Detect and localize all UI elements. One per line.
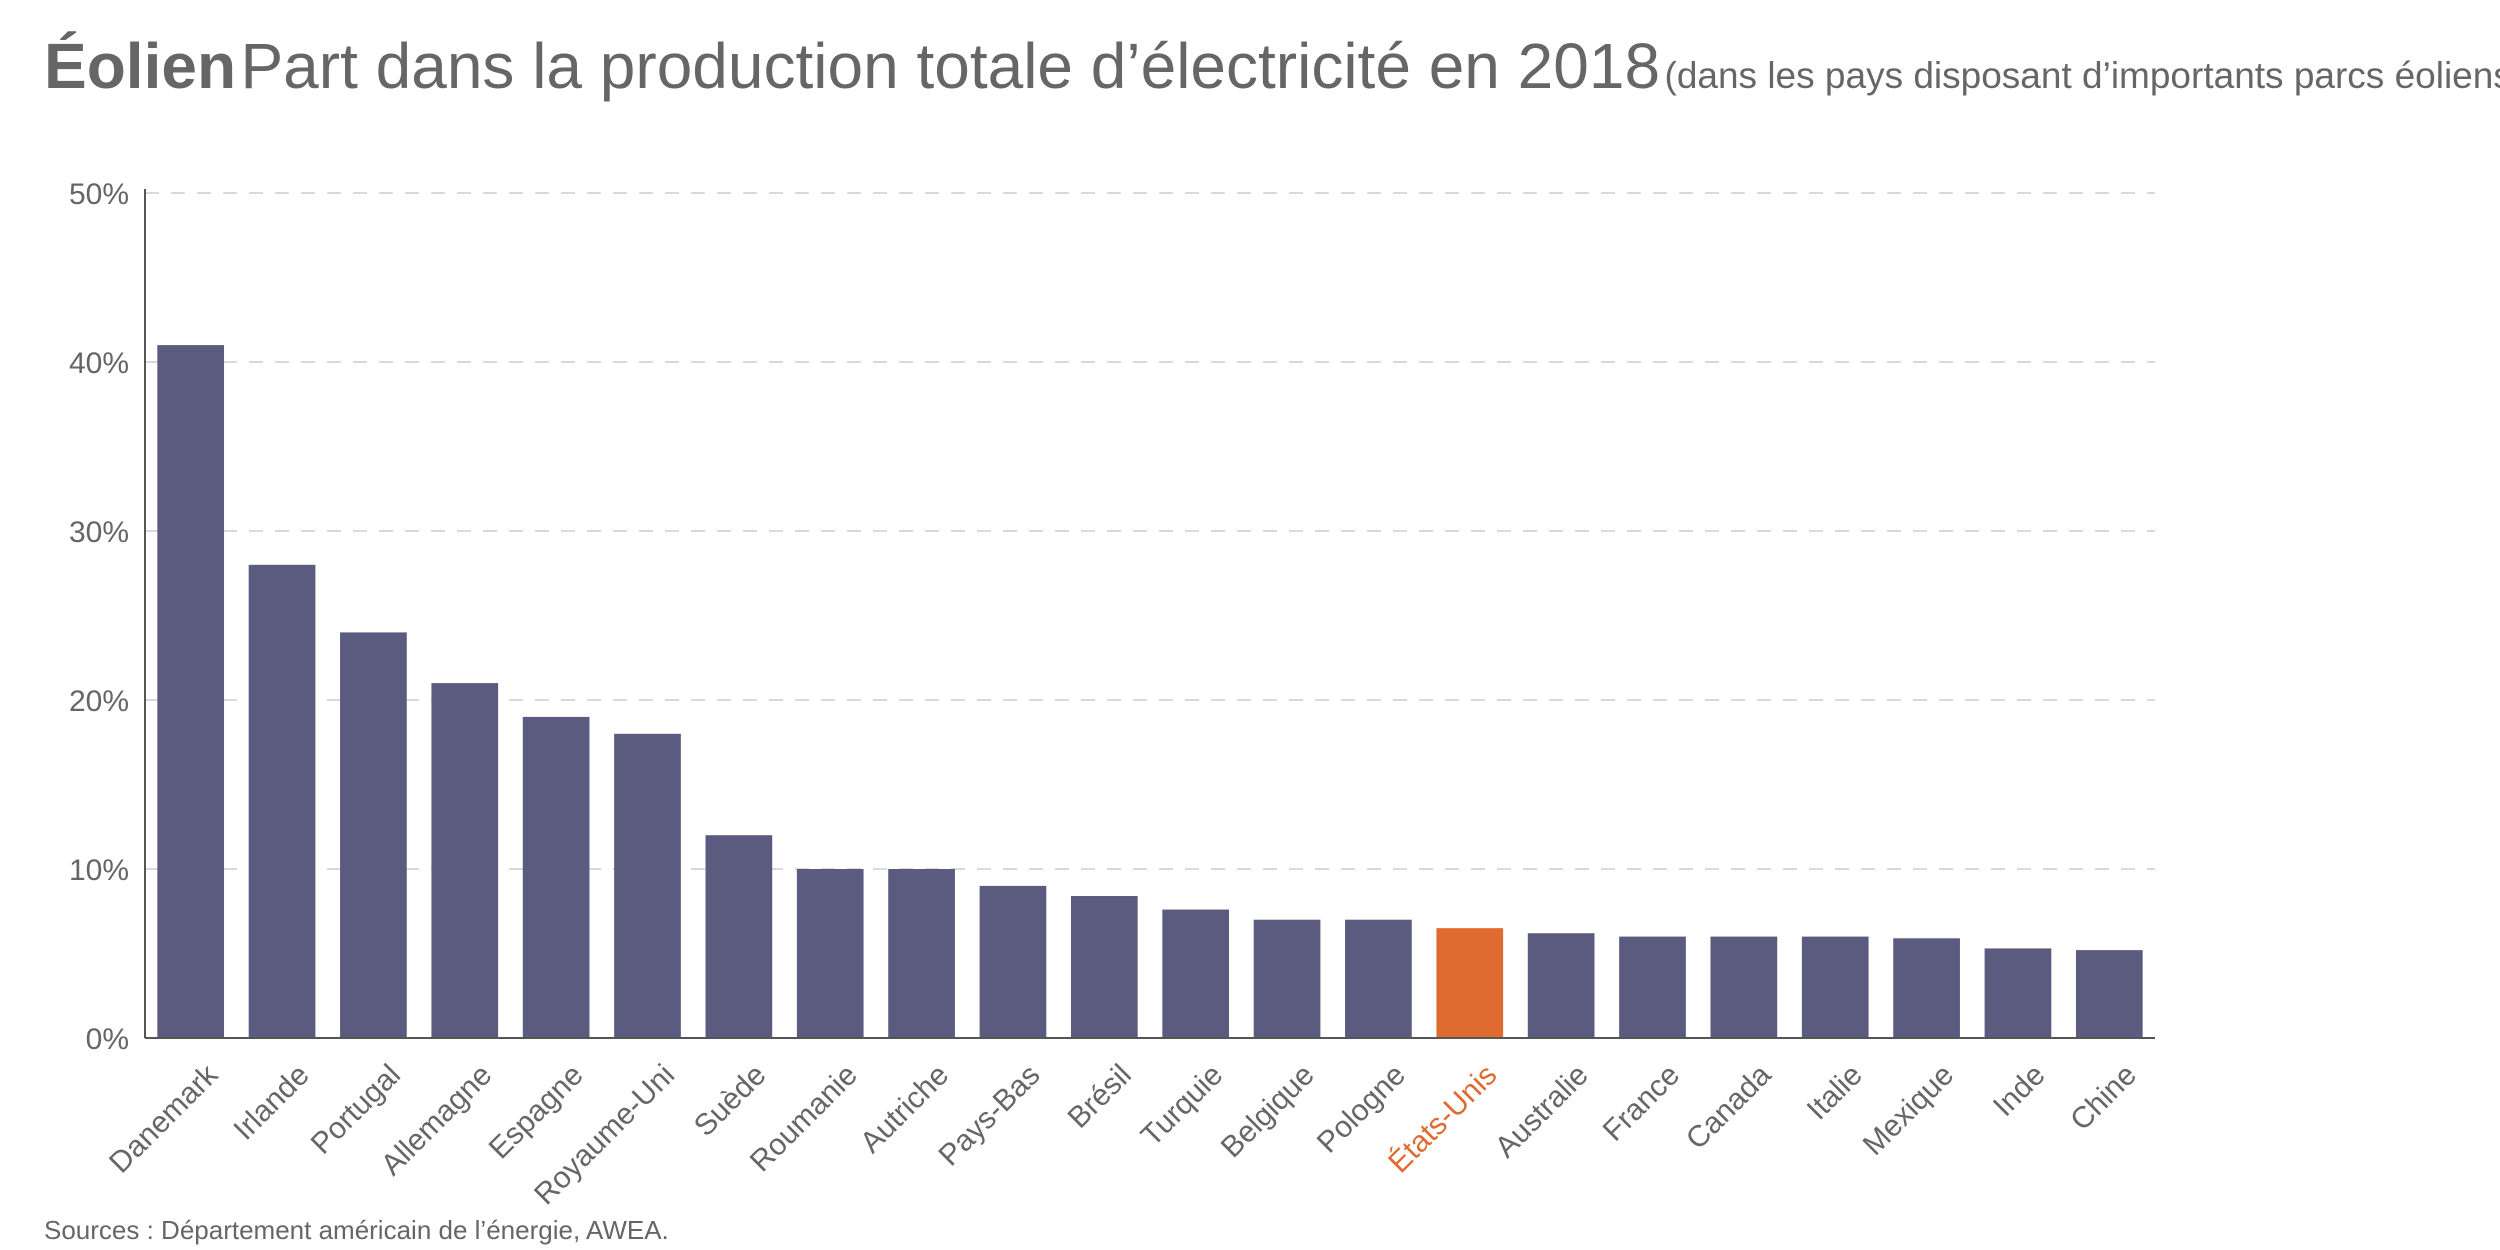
- title-subtitle: (dans les pays disposant d’importants pa…: [1664, 55, 2500, 96]
- bar: [614, 733, 681, 1038]
- y-tick-label: 50%: [69, 178, 129, 211]
- y-tick-label: 40%: [69, 347, 129, 380]
- x-tick-label: Inde: [1987, 1058, 2052, 1123]
- bar: [705, 835, 773, 1038]
- bar: [888, 869, 955, 1038]
- bar: [1162, 909, 1230, 1038]
- x-tick-label: France: [1597, 1058, 1686, 1147]
- chart-title: Éolien Part dans la production totale d’…: [44, 34, 2500, 98]
- x-tick-label: Irlande: [228, 1058, 316, 1146]
- x-tick-label: Turquie: [1135, 1058, 1229, 1152]
- bar: [1984, 948, 2052, 1038]
- bar: [1070, 896, 1138, 1038]
- x-tick-label: Brésil: [1062, 1058, 1138, 1134]
- bar: [1801, 936, 1869, 1038]
- x-tick-label: Italie: [1801, 1058, 1869, 1126]
- x-tick-label: Mexique: [1857, 1058, 1961, 1162]
- source-note: Sources : Département américain de l’éne…: [44, 1215, 669, 1245]
- x-tick-label: Belgique: [1215, 1058, 1321, 1164]
- title-bold: Éolien: [44, 30, 237, 102]
- bar: [1527, 933, 1595, 1038]
- bar: [1710, 936, 1778, 1038]
- x-tick-label: Danemark: [103, 1058, 225, 1180]
- y-tick-label: 0%: [86, 1023, 129, 1056]
- x-tick-label: Canada: [1680, 1058, 1778, 1156]
- x-tick-label: Suède: [688, 1058, 773, 1143]
- bar: [1436, 928, 1504, 1038]
- bar: [979, 885, 1047, 1038]
- bar: [1345, 919, 1412, 1038]
- bar: [431, 683, 499, 1038]
- y-tick-label: 10%: [69, 854, 129, 887]
- bar: [340, 632, 407, 1038]
- y-tick-label: 30%: [69, 516, 129, 549]
- bar: [1619, 936, 1686, 1038]
- y-tick-label: 20%: [69, 685, 129, 718]
- bar: [157, 345, 225, 1039]
- bar: [248, 564, 316, 1038]
- bar: [796, 869, 864, 1038]
- x-tick-label: Chine: [2064, 1058, 2143, 1137]
- bar: [2075, 950, 2143, 1038]
- bar: [1253, 919, 1321, 1038]
- bar: [522, 716, 590, 1038]
- x-tick-label: Australie: [1489, 1058, 1595, 1164]
- bar: [1893, 938, 1960, 1038]
- x-tick-label: Pays-Bas: [932, 1058, 1046, 1172]
- title-main: Part dans la production totale d’électri…: [240, 30, 1661, 102]
